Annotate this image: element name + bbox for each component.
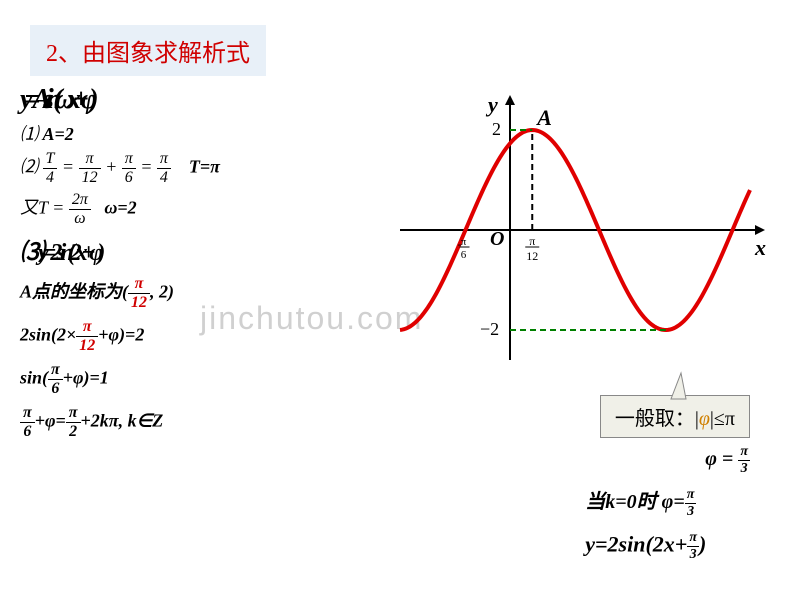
svg-text:6: 6: [461, 249, 467, 261]
svg-text:12: 12: [526, 249, 538, 263]
step-1: ⑴ A=2: [20, 120, 370, 146]
callout-post: |≤π: [710, 408, 735, 430]
pointA-pre: A点的坐标为(: [20, 282, 128, 302]
title-number: 2、: [46, 41, 82, 67]
callout-pre: 一般取：|: [615, 408, 699, 430]
title-text: 由图象求解析式: [82, 41, 250, 67]
final-line: y=2sin(2x+π3): [585, 530, 750, 563]
svg-text:A: A: [535, 105, 552, 130]
eq4-frac: π12: [76, 318, 98, 355]
svg-text:O: O: [490, 228, 504, 250]
step-2b: 又T = 2πω ω=2: [20, 191, 370, 228]
svg-text:π: π: [529, 234, 535, 248]
k0-pre: 当k=0时 φ=: [585, 491, 685, 513]
callout-phi: φ: [699, 408, 710, 430]
eq6-rfrac: π2: [66, 404, 81, 441]
right-formula-panel: φ = π3 当k=0时 φ=π3 y=2sin(2x+π3): [585, 440, 750, 567]
pointA-frac: π12: [128, 275, 150, 312]
frac-pi6: π6: [122, 150, 136, 187]
frac-T4: T4: [43, 150, 58, 187]
eq5: sin(π6+φ)=1: [20, 361, 370, 398]
eq4-post: +φ)=2: [98, 325, 144, 345]
step1-label: ⑴: [20, 124, 38, 144]
omega-result: ω=2: [104, 198, 136, 218]
k0-frac: π3: [685, 487, 697, 520]
frac-2piw: 2πω: [69, 191, 91, 228]
phi-callout: 一般取：|φ|≤π: [600, 395, 750, 438]
eq5-pre: sin(: [20, 368, 48, 388]
svg-text:x: x: [754, 235, 766, 260]
formula-panel: y=Asin(ωx+φ) ⑴ A=2 ⑵ T4 = π12 + π6 = π4 …: [20, 80, 370, 445]
sine-graph: yx2−2OA-π6π12: [390, 90, 770, 370]
phi-line: φ = π3: [705, 444, 750, 477]
section-title: 2、由图象求解析式: [30, 25, 266, 76]
eq6-mid: +φ=: [35, 411, 66, 431]
final-post: ): [699, 531, 706, 556]
eq4-pre: 2sin(2×: [20, 325, 76, 345]
final-frac: π3: [687, 530, 699, 563]
step2-label: ⑵: [20, 157, 38, 177]
frac-pi12: π12: [79, 150, 101, 187]
final-pre: y=2sin(2x+: [585, 531, 687, 556]
step-3: ⑶ y=2sin(2x+φ): [20, 232, 370, 267]
eq6: π6+φ=π2+2kπ, k∈Z: [20, 404, 370, 441]
step-2: ⑵ T4 = π12 + π6 = π4 T=π: [20, 150, 370, 187]
k0-line: 当k=0时 φ=π3: [585, 485, 750, 520]
eq5-post: +φ)=1: [63, 368, 109, 388]
eq6-lfrac: π6: [20, 404, 35, 441]
T-result: T=π: [189, 157, 220, 177]
eq5-frac: π6: [48, 361, 63, 398]
step2b-pre: 又T =: [20, 198, 64, 218]
svg-text:y: y: [485, 92, 498, 117]
svg-text:π: π: [461, 236, 467, 248]
svg-text:−2: −2: [480, 319, 499, 339]
step1-text: A=2: [43, 124, 74, 144]
frac-pi4: π4: [157, 150, 171, 187]
pointA-post: , 2): [150, 282, 174, 302]
callout-pointer-icon: [661, 371, 701, 401]
phi-frac: π3: [738, 444, 750, 477]
svg-text:2: 2: [492, 119, 501, 139]
main-equation: y=Asin(ωx+φ): [20, 84, 370, 116]
eq6-post: +2kπ, k∈Z: [81, 411, 164, 431]
